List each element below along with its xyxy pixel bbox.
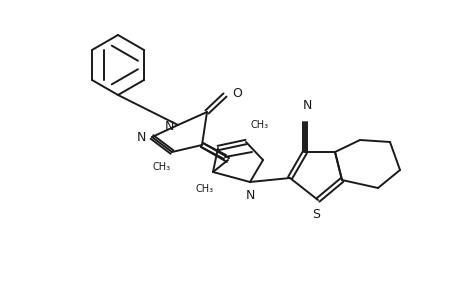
Text: N: N (136, 130, 146, 143)
Text: O: O (231, 86, 241, 100)
Text: N: N (302, 99, 311, 112)
Text: N: N (164, 120, 174, 133)
Text: N: N (245, 189, 254, 202)
Text: CH₃: CH₃ (251, 120, 269, 130)
Text: CH₃: CH₃ (152, 162, 171, 172)
Text: S: S (311, 208, 319, 221)
Text: CH₃: CH₃ (196, 184, 213, 194)
